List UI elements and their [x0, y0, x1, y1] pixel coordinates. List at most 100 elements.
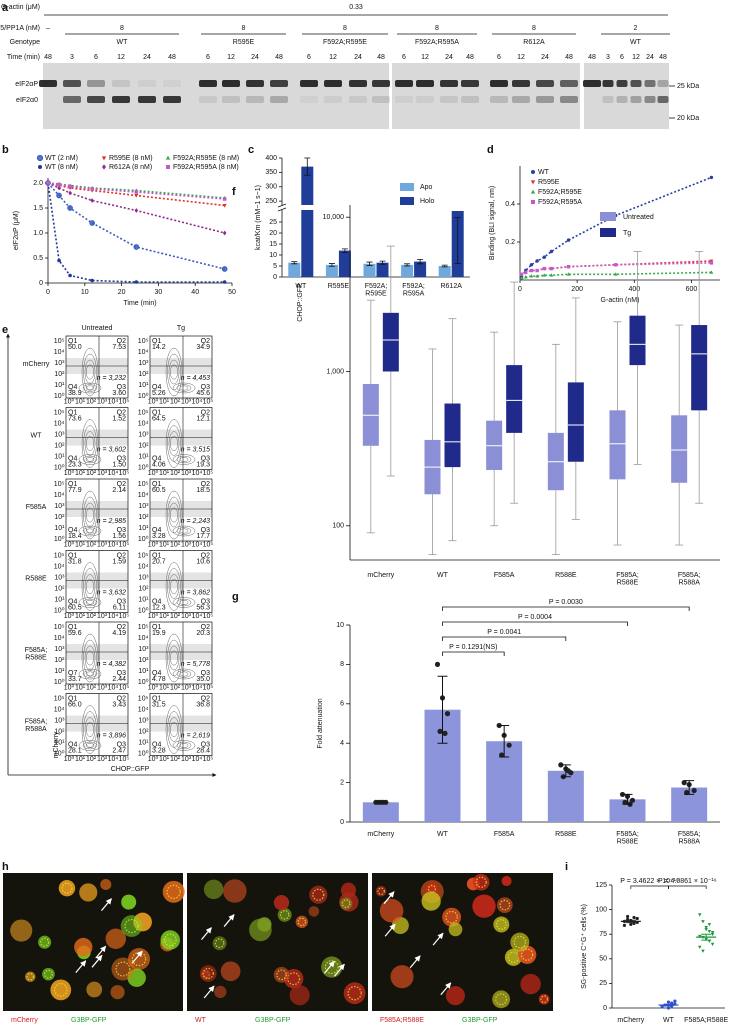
y-tick-label: 2 — [340, 779, 344, 786]
contour — [85, 743, 95, 748]
cell — [74, 937, 93, 957]
quadrant-name: Q4 — [152, 670, 161, 677]
x-tick-label: 10³ — [97, 541, 108, 548]
y-tick-label: 5 — [273, 263, 277, 270]
point — [626, 914, 630, 919]
x-tick-label: 10 — [81, 289, 89, 296]
gel-band — [270, 96, 288, 103]
gel-band — [536, 96, 554, 103]
gel-band — [644, 80, 656, 87]
cell — [10, 919, 33, 942]
gel-band — [616, 96, 628, 103]
x-tick-label: 10¹ — [159, 470, 170, 477]
point — [90, 278, 94, 283]
y-tick-label: 10⁰ — [138, 678, 149, 686]
bar — [438, 266, 451, 277]
error-bar — [701, 933, 712, 941]
x-tick-label: 10⁵ — [119, 541, 130, 548]
x-tick-label: 20 — [118, 289, 126, 296]
quadrant-value: 2.47 — [112, 747, 126, 754]
error-bar — [454, 217, 461, 264]
gel-band — [349, 80, 367, 87]
plot-frame — [65, 407, 129, 470]
contour — [176, 741, 192, 750]
legend-label: Apo — [420, 184, 433, 191]
box — [506, 365, 523, 433]
x-tick-label: 10³ — [97, 613, 108, 620]
y-tick-label: 10⁰ — [54, 392, 65, 400]
x-tick-label: 10³ — [97, 684, 108, 691]
arrow — [91, 954, 103, 968]
y-tick-label: 10³ — [54, 503, 65, 510]
y-axis-label: kcat/Km (mM−1 s−1) — [255, 185, 262, 250]
contour — [176, 384, 192, 392]
quadrant-value: 38.9 — [68, 390, 82, 397]
y-tick-label: 10¹ — [54, 453, 65, 460]
y-tick-label: 10¹ — [138, 453, 149, 460]
quadrant-name: Q4 — [68, 741, 77, 748]
y-tick-label: 10⁴ — [54, 635, 65, 642]
contour — [168, 359, 180, 385]
quadrant-name: Q4 — [68, 527, 77, 534]
y-tick-label: 10³ — [138, 503, 149, 510]
cell — [50, 979, 72, 1001]
cell-granules — [115, 961, 131, 977]
bar — [401, 264, 414, 277]
cell — [309, 885, 328, 904]
quadrant-name: Q2 — [201, 695, 210, 702]
error-bar — [291, 261, 298, 265]
y-tick-label: 10⁵ — [138, 552, 149, 559]
contour — [172, 525, 196, 537]
arrow — [200, 927, 212, 941]
contour — [81, 490, 99, 540]
time-label: 48 — [168, 54, 176, 61]
point — [529, 274, 534, 278]
row-label: F585A — [26, 504, 47, 511]
point — [134, 208, 139, 213]
cell-granules — [40, 937, 50, 947]
box — [567, 382, 584, 462]
y-tick-label: 10³ — [138, 360, 149, 367]
error-bar — [366, 261, 373, 266]
x-tick-label: mCherry — [367, 831, 394, 838]
point — [622, 799, 628, 805]
contour — [85, 457, 95, 462]
time-label: 12 — [632, 54, 640, 61]
x-axis-label: G-actin (nM) — [601, 297, 640, 304]
legend-swatch — [101, 156, 107, 161]
x-tick-label: 10⁰ — [64, 469, 75, 477]
gel-band — [461, 96, 479, 103]
legend-label: WT (2 nM) — [45, 155, 78, 162]
gel-band — [300, 80, 318, 87]
contour — [81, 419, 99, 468]
error-bar — [499, 724, 510, 758]
quadrant-value: 18.5 — [196, 487, 210, 494]
y-tick-label: 10¹ — [138, 382, 149, 389]
quadrant-name: Q2 — [201, 409, 210, 416]
contour — [82, 741, 98, 750]
quadrant-value: 56.3 — [196, 604, 210, 611]
point — [698, 945, 702, 949]
y-tick-label: 25 — [269, 219, 277, 226]
gel-band — [416, 96, 434, 103]
contour — [85, 436, 95, 451]
legend-label: F592A;R595E — [538, 189, 582, 196]
x-tick-label: 10² — [170, 613, 181, 620]
time-label: 12 — [517, 54, 525, 61]
point — [57, 182, 61, 187]
point — [565, 768, 571, 774]
legend-label: R595E (8 nM) — [109, 155, 153, 162]
x-tick-label: 10² — [86, 470, 97, 477]
quadrant-name: Q1 — [152, 481, 161, 488]
y-tick-label: 10² — [54, 585, 65, 592]
time-label: 3 — [606, 54, 610, 61]
x-tick-label: 10⁵ — [119, 398, 130, 405]
cell — [42, 967, 55, 981]
legend-swatch — [531, 170, 535, 174]
gel-band — [395, 80, 413, 87]
quadrant-value: 14.2 — [152, 344, 166, 351]
contour — [172, 382, 196, 394]
quadrant-value: 10.6 — [196, 558, 210, 565]
y-tick-label: 1.5 — [33, 205, 43, 212]
